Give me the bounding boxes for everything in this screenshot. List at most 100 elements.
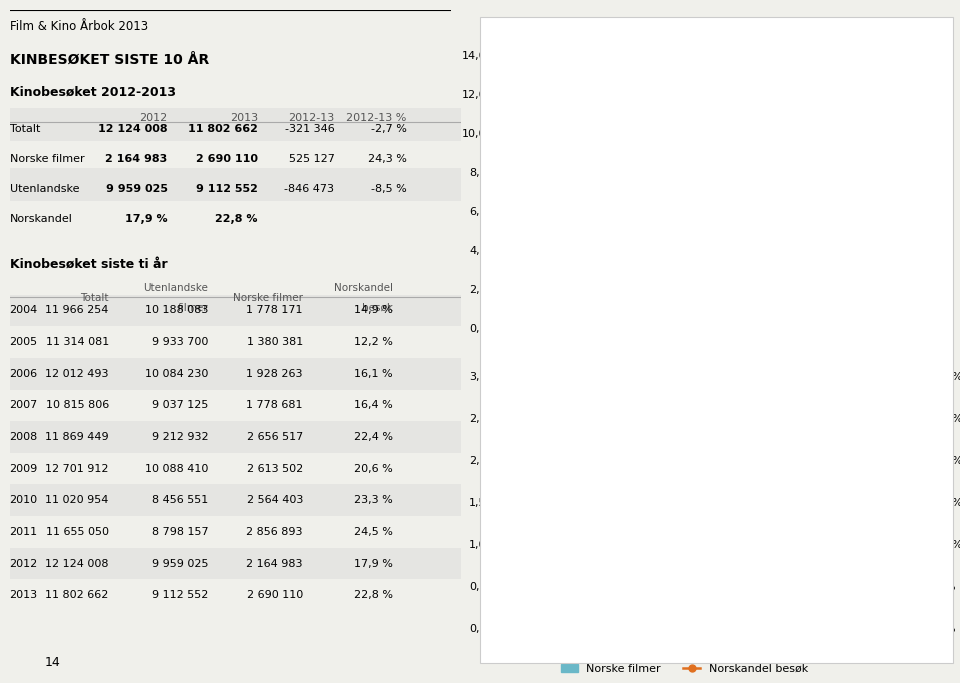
Text: Film & Kino Årbok 2013: Film & Kino Årbok 2013 [10,20,148,33]
Text: 17,9 %: 17,9 % [354,559,393,568]
Bar [859,89,888,133]
Text: 1 778 681: 1 778 681 [247,400,303,410]
Text: 10 188 083: 10 188 083 [145,305,208,316]
Bar [840,447,867,628]
Title: Besøksutvikling 2004-2013: Besøksutvikling 2004-2013 [623,36,812,49]
Text: 10,2: 10,2 [505,223,529,234]
Text: 12,0: 12,0 [504,81,530,91]
Bar [502,94,531,129]
Text: 2013: 2013 [229,113,257,123]
Text: 2008: 2008 [10,432,37,442]
Text: 10,1: 10,1 [594,224,618,234]
Text: 12 012 493: 12 012 493 [45,369,108,378]
Bar [770,162,799,328]
Legend: Norske filmer, Norskandel besøk: Norske filmer, Norskandel besøk [557,660,812,678]
Bar [859,133,888,328]
Text: 8 456 551: 8 456 551 [152,495,208,505]
Text: Norske filmer: Norske filmer [233,292,303,303]
Text: 11,3: 11,3 [548,94,574,104]
Bar [547,107,576,135]
Text: 9,9: 9,9 [553,226,570,236]
Text: 11,9: 11,9 [683,83,708,93]
Bar [502,129,531,328]
Text: 17,9 %: 17,9 % [125,214,167,224]
Text: 8,5: 8,5 [776,240,793,250]
Text: Utenlandske: Utenlandske [143,283,208,292]
Text: 9 959 025: 9 959 025 [106,184,167,194]
Text: -321 346: -321 346 [285,124,334,134]
Bar [629,478,656,628]
Bar [10,358,461,389]
Text: 2 690 110: 2 690 110 [247,590,303,600]
Text: 2,2: 2,2 [865,107,882,116]
Bar [882,402,909,628]
Text: 2005: 2005 [10,337,37,347]
Bar [10,421,461,453]
Text: 2010: 2010 [10,495,37,505]
Text: 1,4: 1,4 [553,116,570,126]
Text: 2,9: 2,9 [821,123,838,133]
Text: 2013: 2013 [10,590,37,600]
Text: 9,1: 9,1 [910,234,927,244]
Text: 12 124 008: 12 124 008 [98,124,167,134]
Text: 16,4 %: 16,4 % [354,400,393,410]
Text: 2 690 110: 2 690 110 [196,154,257,164]
Bar [547,135,576,328]
Text: 12,2 %: 12,2 % [354,337,393,347]
Text: 11 802 662: 11 802 662 [188,124,257,134]
Text: 24,3 %: 24,3 % [368,154,407,164]
Text: 14: 14 [45,656,60,669]
Text: 2012-13 %: 2012-13 % [347,113,407,123]
Text: filmer: filmer [178,303,208,313]
Text: 8,8: 8,8 [821,237,838,247]
Text: 11 869 449: 11 869 449 [45,432,108,442]
Text: 2,6: 2,6 [732,100,749,111]
Text: 11,0: 11,0 [772,98,798,109]
Bar [726,80,755,130]
Text: 2007: 2007 [10,400,37,410]
Text: Kinobesøket 2012-2013: Kinobesøket 2012-2013 [10,85,176,99]
Bar [502,478,529,628]
Text: 14,9 %: 14,9 % [354,305,393,316]
Bar [544,512,571,628]
Text: 12 701 912: 12 701 912 [45,464,108,473]
Bar [713,408,740,628]
Text: 24,5 %: 24,5 % [354,527,393,537]
Text: 1 380 381: 1 380 381 [247,337,303,347]
Text: Norskandel: Norskandel [10,214,72,224]
Text: KINBESØKET SISTE 10 ÅR: KINBESØKET SISTE 10 ÅR [10,53,209,67]
Text: Norske filmer: Norske filmer [10,154,84,164]
Text: 1,9: 1,9 [597,107,614,117]
Text: 2006: 2006 [10,369,37,378]
Text: Totalt: Totalt [10,124,40,134]
Text: 2 164 983: 2 164 983 [106,154,167,164]
Text: 9,0: 9,0 [642,235,660,245]
Text: 9 037 125: 9 037 125 [152,400,208,410]
Text: 2012-13: 2012-13 [288,113,334,123]
Text: Totalt: Totalt [81,292,108,303]
Bar [10,168,461,201]
Text: 10 084 230: 10 084 230 [145,369,208,378]
Text: 9 933 700: 9 933 700 [152,337,208,347]
Text: -846 473: -846 473 [284,184,334,194]
Bar [636,152,665,328]
Text: 10 088 410: 10 088 410 [145,464,208,473]
Text: 2004: 2004 [10,305,37,316]
Text: 8 798 157: 8 798 157 [152,527,208,537]
Text: 22,4 %: 22,4 % [354,432,393,442]
Text: 2012: 2012 [10,559,37,568]
Text: 11,7: 11,7 [816,87,842,96]
Text: 11 655 050: 11 655 050 [46,527,108,537]
Text: 11 802 662: 11 802 662 [45,590,108,600]
Text: 11 314 081: 11 314 081 [46,337,108,347]
Bar [10,484,461,516]
Bar [904,98,933,150]
Bar [671,404,698,628]
Text: -8,5 %: -8,5 % [371,184,407,194]
Text: 2 613 502: 2 613 502 [247,464,303,473]
Text: 10 815 806: 10 815 806 [46,400,108,410]
Text: Utenlandske: Utenlandske [10,184,79,194]
Text: besøk: besøk [362,303,393,313]
Text: 12,0: 12,0 [593,81,619,91]
Text: 2009: 2009 [10,464,37,473]
